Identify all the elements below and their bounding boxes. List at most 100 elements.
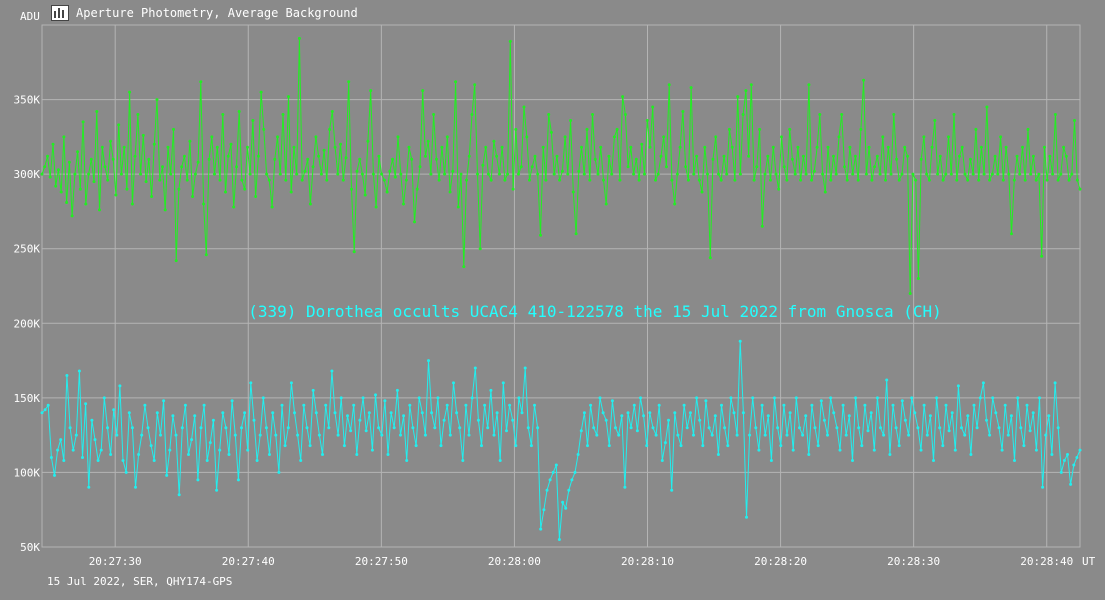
series-1-point [336,172,340,176]
series-1-point [599,145,603,149]
series-2-point [423,433,427,437]
series-2-point [355,453,359,456]
series-1-point [380,172,384,176]
series-2-point [851,459,854,462]
series-2-point [346,414,349,418]
series-2-point [941,444,945,448]
series-1-point [640,142,644,146]
series-2-point [557,538,561,541]
series-1-point [708,256,712,260]
series-1-point [927,178,931,182]
series-2-point [972,403,976,407]
series-1-point [558,178,562,182]
series-2-point [863,403,867,407]
series-2-point [1056,426,1060,430]
series-2-point [604,418,608,422]
series-1-point [725,172,729,176]
series-2-point [932,459,935,462]
series-1-point [938,154,942,158]
series-2-point [601,411,605,415]
series-2-point [461,459,465,462]
series-2-point [907,433,911,437]
series-points [40,36,1082,541]
series-1-point [684,165,688,169]
series-1-point [117,123,121,127]
series-2-point [623,485,627,489]
series-2-point [579,429,583,433]
series-1-point [388,169,392,173]
series-1-point [235,165,238,169]
series-2-point [317,433,321,437]
series-2-point [93,438,97,442]
series-2-point [171,414,175,418]
series-2-point [695,396,699,400]
series-2-point [358,418,362,422]
series-1-point [818,113,822,116]
series-1-point [610,172,614,176]
series-1-line [41,38,1081,294]
series-2-point [985,418,988,422]
series-1-point [130,202,134,206]
series-1-point [103,165,107,169]
series-2-point [1013,459,1016,462]
series-1-point [1067,178,1071,182]
series-1-point [67,160,71,164]
series-2-point [168,448,172,452]
series-2-point [554,463,558,467]
series-1-point [125,187,129,191]
series-2-point [187,453,190,456]
series-1-point [815,145,819,149]
series-1-point [1075,178,1079,182]
series-2-point [408,403,412,407]
series-1-point [900,172,904,176]
series-1-point [92,180,96,184]
series-1-point [155,98,159,102]
y-unit-label: ADU [20,10,40,23]
series-1-point [440,145,444,149]
series-1-point [892,113,896,116]
series-2-point [919,448,923,452]
series-1-point [843,165,846,169]
series-2-point [966,414,970,418]
series-2-point [427,359,430,363]
series-2-point [224,426,228,430]
series-1-point [51,142,55,146]
series-2-point [289,381,293,385]
series-2-point [399,433,402,437]
series-1-point [941,178,945,182]
series-2-point [536,426,540,430]
series-2-point [349,429,353,433]
series-1-point [944,172,948,176]
x-tick-label: 20:28:20 [754,555,807,568]
series-1-point [1012,178,1016,182]
series-2-point [969,453,973,456]
series-2-point [65,374,69,377]
chart-title: Aperture Photometry, Average Background [76,6,358,20]
series-1-point [56,168,60,172]
series-2-point [99,448,103,452]
series-2-point [211,418,215,422]
series-2-point [286,426,290,430]
series-2-point [776,426,780,430]
series-1-point [612,135,616,139]
series-1-point [916,277,920,280]
series-2-point [763,433,767,437]
series-2-point [483,403,487,407]
series-1-point [602,178,605,182]
series-1-point [845,178,849,182]
series-1-point [467,154,471,158]
series-2-point [735,433,739,437]
x-axis-ticks: 20:27:30 20:27:40 20:27:50 20:28:00 20:28:10… [89,555,1074,568]
series-1-point [325,178,329,182]
series-2-point [455,411,459,415]
series-2-point [333,411,337,415]
series-1-point [193,172,197,176]
y-tick-label: 50K [20,541,40,554]
series-2-point [43,408,47,412]
series-2-point [1059,470,1063,474]
series-1-point [150,195,154,198]
series-1-point [1056,178,1060,182]
series-1-point [533,154,537,158]
series-1-point [40,172,44,176]
series-1-point [955,178,959,182]
